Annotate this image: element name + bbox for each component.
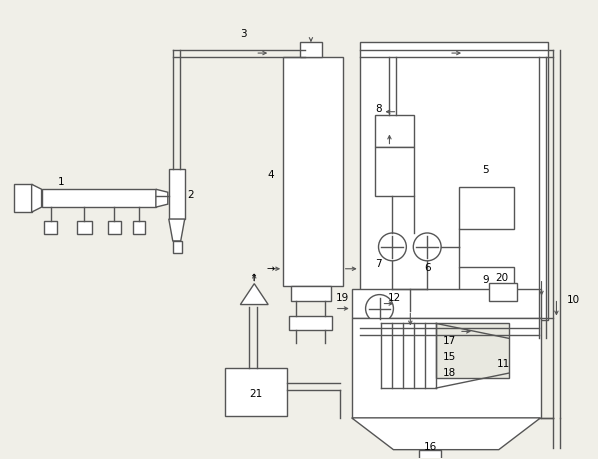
Bar bbox=[169, 170, 185, 219]
Bar bbox=[374, 147, 414, 197]
Text: 1: 1 bbox=[58, 177, 65, 187]
Bar bbox=[291, 286, 331, 301]
Polygon shape bbox=[352, 418, 541, 450]
Text: 10: 10 bbox=[567, 294, 580, 304]
Text: 21: 21 bbox=[249, 388, 263, 398]
Text: 11: 11 bbox=[497, 358, 510, 369]
Bar bbox=[225, 369, 287, 416]
Polygon shape bbox=[169, 219, 185, 241]
Text: 19: 19 bbox=[336, 292, 349, 302]
Bar bbox=[359, 43, 548, 321]
Bar bbox=[289, 317, 332, 330]
Bar bbox=[283, 58, 343, 286]
Bar bbox=[133, 222, 145, 235]
Text: 8: 8 bbox=[375, 104, 382, 113]
Text: 6: 6 bbox=[424, 262, 431, 272]
Circle shape bbox=[379, 234, 407, 261]
Bar bbox=[489, 283, 517, 301]
Text: 16: 16 bbox=[423, 441, 437, 451]
Bar bbox=[459, 267, 514, 305]
Bar bbox=[352, 319, 541, 418]
Text: 18: 18 bbox=[443, 367, 456, 377]
Polygon shape bbox=[240, 284, 268, 305]
Text: 9: 9 bbox=[483, 274, 489, 284]
Text: 3: 3 bbox=[240, 29, 246, 39]
Text: 2: 2 bbox=[187, 190, 194, 200]
Bar bbox=[459, 188, 514, 230]
Bar bbox=[300, 43, 322, 58]
Text: →: → bbox=[266, 264, 274, 274]
Bar bbox=[44, 222, 57, 235]
Circle shape bbox=[413, 234, 441, 261]
Bar bbox=[352, 289, 541, 319]
Bar bbox=[419, 450, 441, 459]
Polygon shape bbox=[32, 185, 42, 213]
Bar bbox=[42, 190, 156, 207]
Text: 7: 7 bbox=[375, 258, 382, 268]
Bar bbox=[77, 222, 92, 235]
Circle shape bbox=[365, 295, 393, 323]
Bar bbox=[14, 185, 32, 213]
Text: 17: 17 bbox=[443, 336, 456, 346]
Text: 5: 5 bbox=[483, 165, 489, 175]
Bar bbox=[108, 222, 121, 235]
Text: 20: 20 bbox=[495, 272, 508, 282]
Polygon shape bbox=[436, 324, 509, 378]
Bar bbox=[173, 241, 182, 253]
Text: 15: 15 bbox=[443, 352, 456, 361]
Text: ↑: ↑ bbox=[250, 272, 258, 282]
Text: 12: 12 bbox=[388, 292, 401, 302]
Polygon shape bbox=[156, 190, 168, 207]
Text: 4: 4 bbox=[268, 170, 274, 180]
Bar bbox=[374, 116, 414, 147]
